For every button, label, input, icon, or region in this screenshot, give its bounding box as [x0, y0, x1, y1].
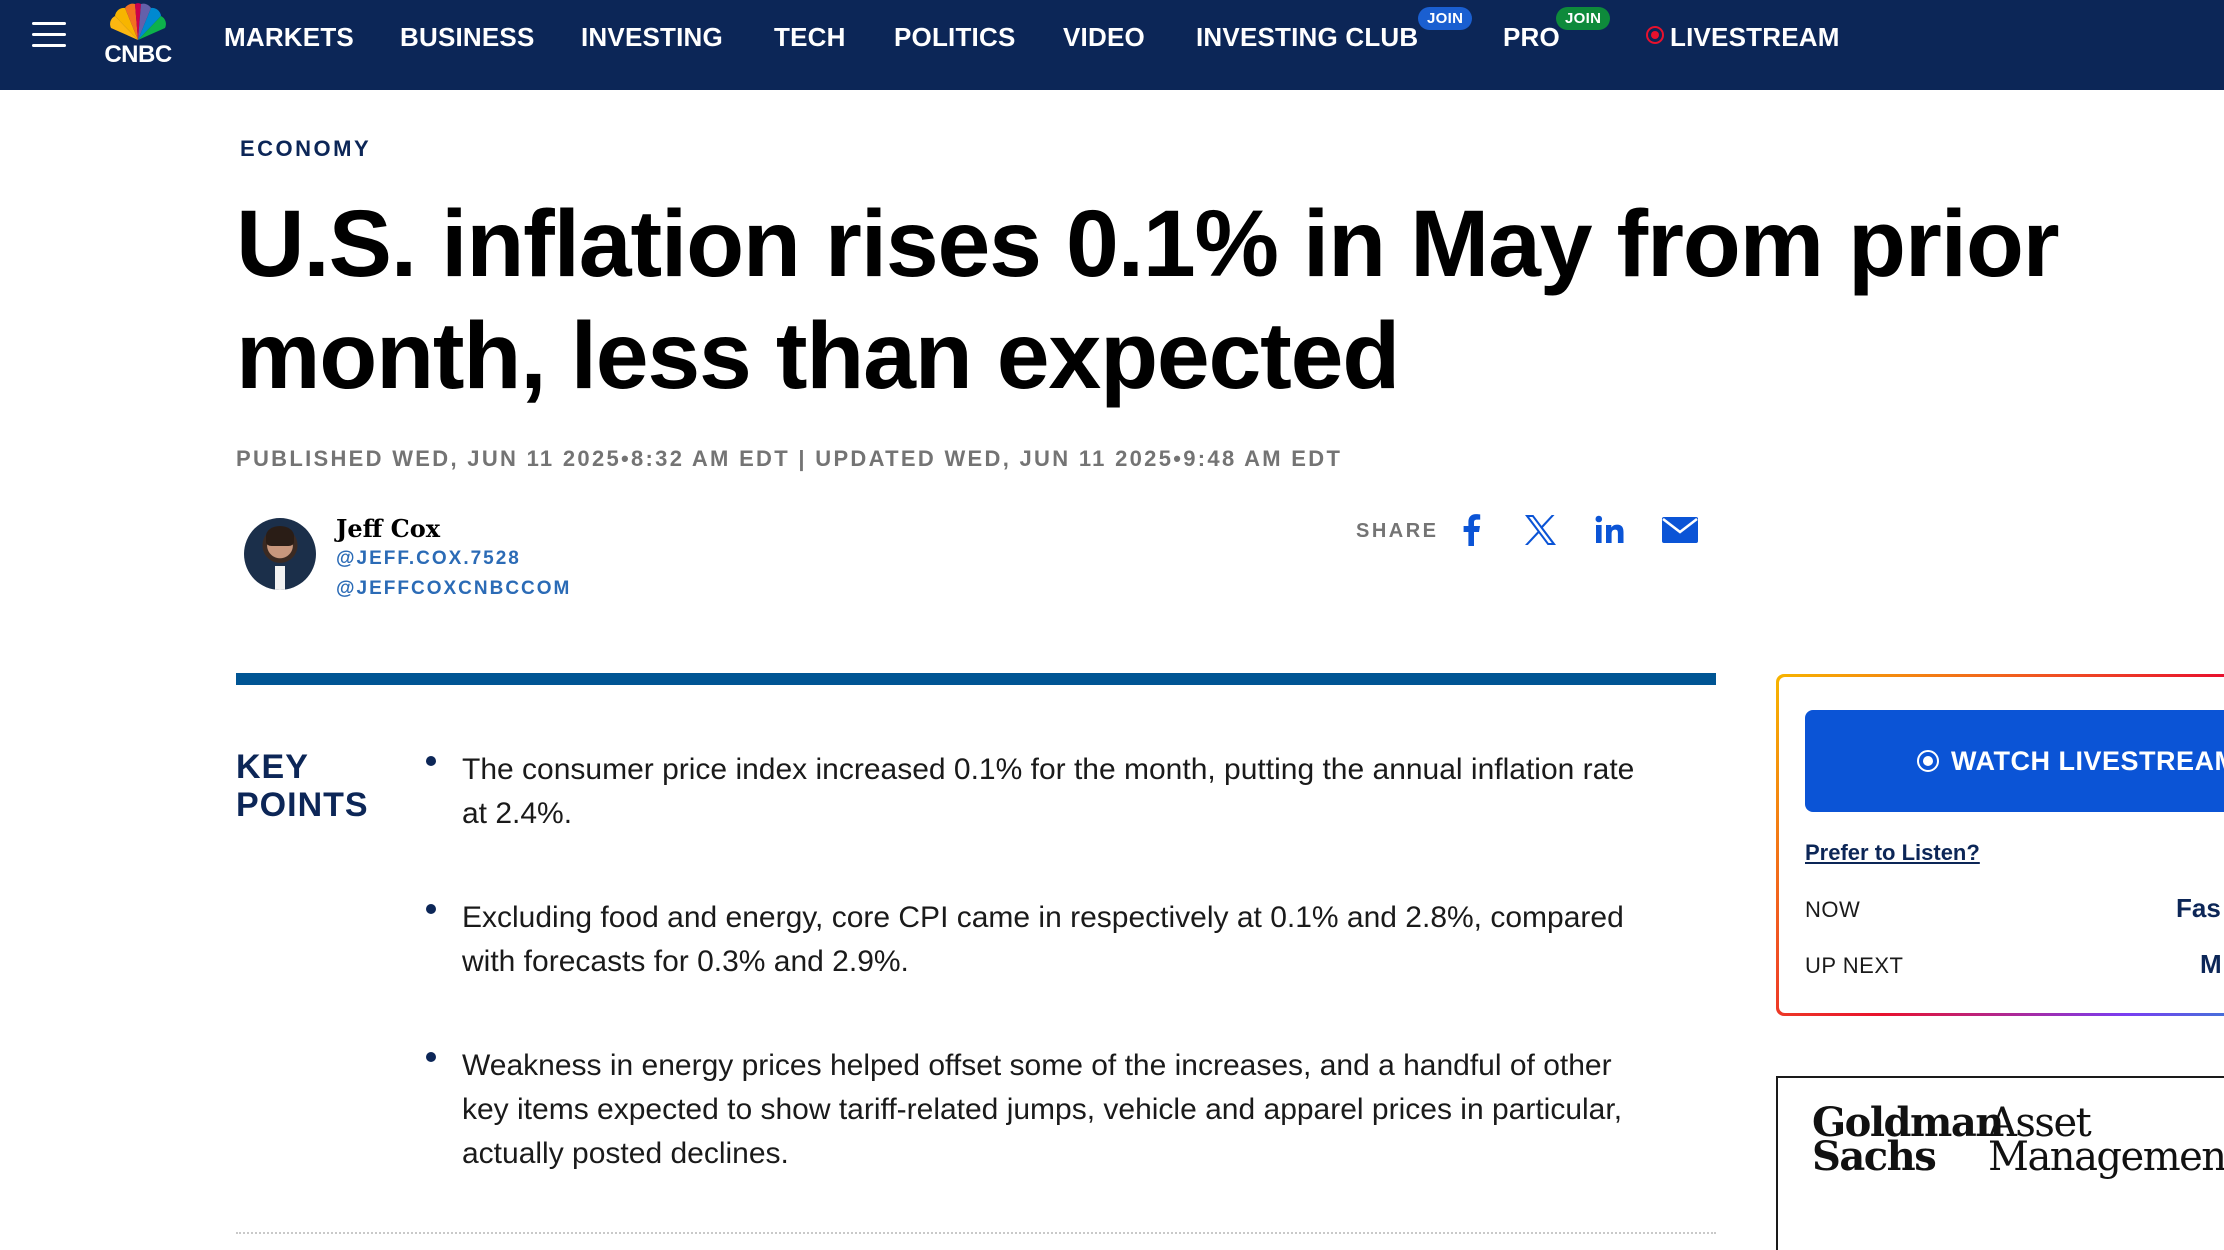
- livestream-label: LIVESTREAM: [1670, 22, 1840, 52]
- ad-brand-subtitle: Asset Management: [1988, 1100, 2224, 1180]
- nav-item-tech[interactable]: TECH: [774, 22, 846, 52]
- author-name[interactable]: Jeff Cox: [336, 514, 441, 543]
- nav-item-pro[interactable]: PRO: [1503, 22, 1560, 52]
- watch-livestream-label: WATCH LIVESTREAM: [1951, 746, 2224, 776]
- pro-join-badge[interactable]: JOIN: [1556, 7, 1611, 30]
- key-points-title-line2: POINTS: [236, 786, 369, 824]
- facebook-icon[interactable]: [1452, 512, 1492, 548]
- section-label[interactable]: ECONOMY: [240, 136, 372, 161]
- ad-brand-line1: Goldman: [1812, 1099, 2004, 1146]
- prefer-to-listen-link[interactable]: Prefer to Listen?: [1805, 840, 1980, 865]
- nav-item-investing[interactable]: INVESTING: [581, 22, 723, 52]
- nav-item-investing-club[interactable]: INVESTING CLUB: [1196, 22, 1419, 52]
- nav-item-livestream[interactable]: LIVESTREAM: [1646, 22, 1840, 53]
- ad-brand-name: Goldman Sachs: [1812, 1099, 2004, 1180]
- menu-icon[interactable]: [32, 22, 66, 48]
- top-nav: CNBC MARKETS BUSINESS INVESTING TECH POL…: [0, 0, 2224, 90]
- up-next-show-title[interactable]: M: [2200, 949, 2222, 979]
- article-timestamp: PUBLISHED WED, JUN 11 2025•8:32 AM EDT |…: [236, 446, 1343, 471]
- now-show-title[interactable]: Fas: [2176, 893, 2221, 923]
- x-icon[interactable]: [1520, 512, 1560, 548]
- peacock-icon: [110, 3, 166, 41]
- linkedin-icon[interactable]: [1590, 512, 1630, 548]
- key-point-item: Excluding food and energy, core CPI came…: [420, 896, 1660, 984]
- article-headline: U.S. inflation rises 0.1% in May from pr…: [236, 191, 2060, 409]
- ad-sub-line2: Management: [1988, 1134, 2224, 1180]
- nav-item-video[interactable]: VIDEO: [1063, 22, 1145, 52]
- ad-sub-line1: Asset: [1988, 1100, 2092, 1146]
- cnbc-logo[interactable]: CNBC: [95, 2, 181, 68]
- now-label: NOW: [1805, 897, 1861, 922]
- investing-club-join-badge[interactable]: JOIN: [1418, 7, 1473, 30]
- watch-livestream-button[interactable]: WATCH LIVESTREAM: [1805, 710, 2224, 812]
- advertisement[interactable]: Goldman Sachs Asset Management: [1776, 1076, 2224, 1250]
- nav-item-business[interactable]: BUSINESS: [400, 22, 535, 52]
- author-avatar[interactable]: [244, 518, 316, 590]
- logo-wordmark: CNBC: [104, 41, 172, 68]
- livestream-widget: WATCH LIVESTREAM Prefer to Listen? NOW F…: [1776, 674, 2224, 1016]
- live-dot-icon: [1646, 26, 1664, 44]
- author-handle-facebook[interactable]: @JEFF.COX.7528: [336, 548, 521, 569]
- share-label: SHARE: [1356, 520, 1439, 542]
- key-points-list: The consumer price index increased 0.1% …: [420, 748, 1660, 1236]
- nav-item-markets[interactable]: MARKETS: [224, 22, 354, 52]
- email-icon[interactable]: [1660, 512, 1700, 548]
- section-divider: [236, 1232, 1716, 1234]
- ad-brand-line2: Sachs: [1812, 1133, 1937, 1180]
- author-handle-x[interactable]: @JEFFCOXCNBCCOM: [336, 578, 572, 599]
- key-points-title-line1: KEY: [236, 748, 309, 786]
- key-points-rule: [236, 673, 1716, 685]
- livestream-widget-body: WATCH LIVESTREAM Prefer to Listen? NOW F…: [1779, 677, 2224, 1013]
- live-icon: [1917, 750, 1939, 772]
- key-point-item: The consumer price index increased 0.1% …: [420, 748, 1660, 836]
- nav-item-politics[interactable]: POLITICS: [894, 22, 1016, 52]
- key-points-title: KEY POINTS: [236, 748, 369, 824]
- key-point-item: Weakness in energy prices helped offset …: [420, 1044, 1660, 1176]
- up-next-label: UP NEXT: [1805, 953, 1904, 978]
